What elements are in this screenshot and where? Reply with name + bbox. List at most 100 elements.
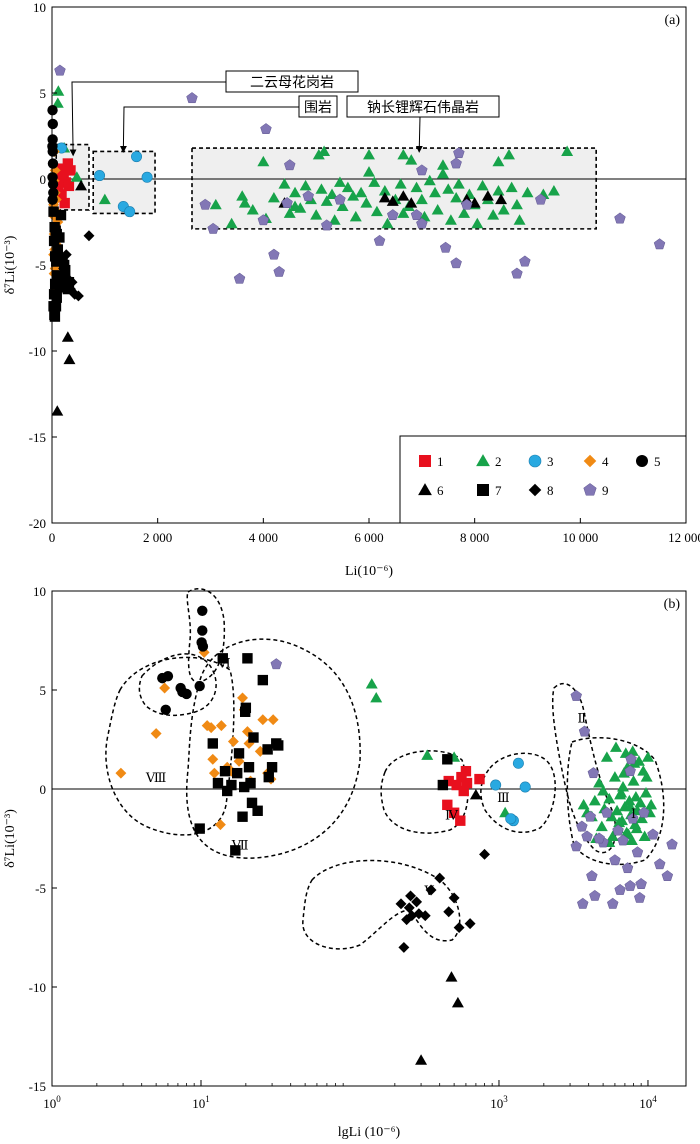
legend-marker [476,454,490,467]
y-tick-label: -15 [29,430,46,445]
data-point [386,195,399,206]
panel-b-x-axis-label: lgLi (10⁻⁶) [338,1125,401,1140]
data-point [281,197,293,208]
y-tick-label: 10 [33,584,46,599]
data-point [233,272,246,284]
data-point [334,193,346,205]
data-point [634,891,646,903]
legend-label: 7 [495,483,502,498]
data-point [368,176,381,187]
data-point [197,641,209,652]
data-point [640,786,652,798]
data-point [315,183,328,194]
series-1 [53,158,76,209]
data-point [360,197,373,208]
data-point [222,785,233,797]
data-point [373,234,386,246]
panel-b-points [115,605,678,1065]
data-point [162,670,174,682]
data-point [270,658,282,670]
data-point [47,118,58,130]
legend-label: 8 [547,483,554,498]
series-7 [194,653,453,856]
data-point [318,145,331,156]
data-point [268,248,280,260]
data-point [474,773,485,785]
data-point [561,145,574,156]
data-point [233,748,245,759]
data-point [443,906,455,918]
data-point [625,753,637,765]
y-tick-label: -10 [29,344,46,359]
data-point [52,244,64,255]
legend-marker [636,455,648,467]
data-point [666,838,678,850]
data-point [394,178,407,189]
data-point [415,193,428,205]
data-point [94,170,106,182]
series-2 [365,678,658,847]
data-point [273,265,285,277]
data-point [341,181,354,193]
data-point [61,331,74,342]
legend-label: 9 [602,483,609,498]
data-point [481,190,494,201]
data-point [397,190,410,201]
data-point [131,151,143,163]
panel-b-label: (b) [664,597,681,612]
data-point [455,815,466,826]
data-point [47,194,58,205]
data-point [326,188,338,199]
series-9 [270,658,678,909]
data-point [243,762,255,773]
data-point [246,203,259,215]
data-point [497,203,510,215]
data-point [479,848,490,860]
legend-marker [418,483,432,496]
data-point [645,798,658,810]
callout-leader [119,106,299,153]
data-point [547,185,560,196]
callout-leader [69,81,226,157]
callout-label: 围岩 [304,100,332,116]
data-point [267,191,280,203]
data-point [266,762,278,773]
data-point [378,191,391,203]
data-point [490,779,502,791]
data-point [410,181,423,193]
panel-b-field-labels: Ⅰ Ⅱ Ⅲ Ⅳ Ⅴ Ⅵ Ⅶ Ⅷ [145,655,636,898]
data-point [267,714,279,726]
data-point [59,269,71,281]
data-point [237,811,248,822]
data-point [617,781,629,792]
data-point [421,749,434,760]
data-point [437,779,449,791]
legend: 1 2 3 4 5 6 7 8 9 [399,435,687,524]
data-point [51,292,62,303]
data-point [640,771,653,782]
data-point [405,197,418,208]
data-point [381,217,394,229]
series-9 [54,64,666,284]
data-point [608,771,621,782]
legend-entry-8: 8 [528,483,554,498]
data-point [577,798,590,810]
data-point [65,165,76,176]
series-3 [490,757,531,827]
data-point [262,744,273,755]
data-point [492,155,505,167]
data-point [260,123,272,134]
legend-label: 3 [547,454,554,469]
field-label: Ⅲ [497,790,510,805]
data-point [197,625,208,636]
data-point [51,97,64,108]
data-point [436,167,449,179]
data-point [436,159,449,170]
data-point [593,832,605,844]
data-point [535,193,547,205]
callout-1: 二云母花岗岩 [69,70,359,157]
data-point [471,217,484,229]
data-point [54,64,66,76]
data-point [631,846,644,858]
